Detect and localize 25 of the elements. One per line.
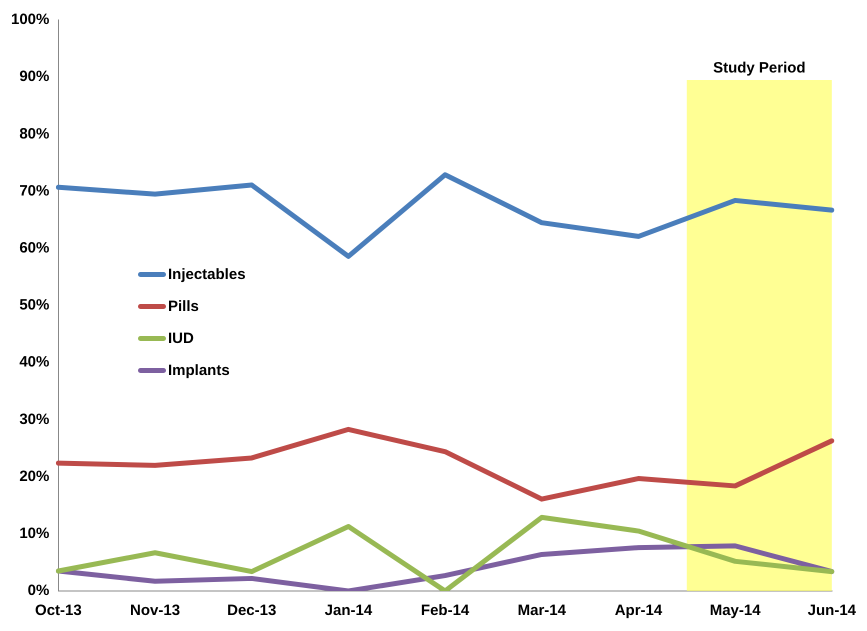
legend-label: Implants (168, 362, 230, 378)
y-tick-label: 30% (19, 410, 50, 428)
legend-label: IUD (168, 330, 194, 346)
y-tick-label: 100% (10, 11, 50, 28)
legend-label: Injectables (168, 266, 246, 282)
y-tick-label: 0% (28, 582, 50, 600)
legend-label: Pills (168, 298, 199, 314)
x-tick-label: Oct-13 (35, 602, 82, 620)
y-tick-label: 40% (19, 354, 50, 371)
x-tick-label: Apr-14 (614, 602, 663, 620)
y-tick-label: 70% (19, 182, 50, 200)
x-tick-label: May-14 (710, 602, 762, 620)
y-tick-label: 60% (19, 240, 50, 257)
x-tick-label: Jan-14 (324, 602, 373, 620)
x-tick-label: Dec-13 (227, 602, 276, 620)
y-tick-label: 20% (19, 468, 50, 485)
x-tick-label: Feb-14 (420, 602, 470, 620)
y-tick-label: 10% (19, 525, 50, 542)
y-tick-label: 90% (19, 68, 50, 86)
x-tick-label: Mar-14 (518, 602, 567, 620)
x-tick-label: Jun-14 (808, 602, 857, 620)
y-tick-label: 80% (19, 125, 50, 142)
x-tick-label: Nov-13 (130, 602, 180, 620)
band-label: Study Period (713, 60, 806, 77)
y-tick-label: 50% (19, 296, 50, 314)
